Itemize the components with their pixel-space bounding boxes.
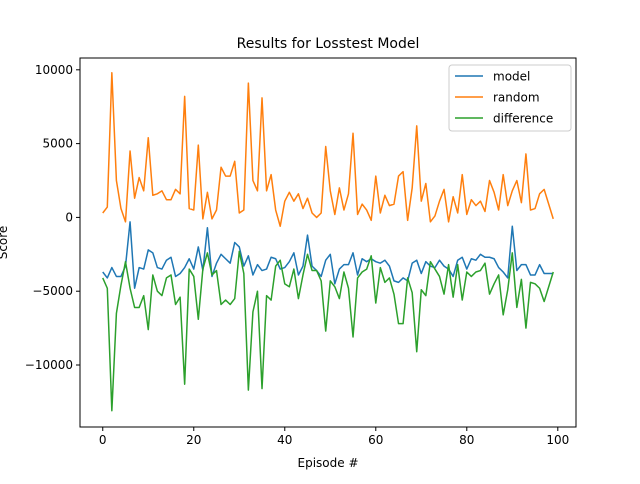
y-tick-label: 5000 [42,137,73,151]
series-line-model [102,221,554,290]
legend-label-model: model [493,70,530,84]
series-line-random [102,72,554,228]
x-tick-label: 20 [186,433,201,447]
legend: model random difference [448,64,572,132]
axes-frame [79,57,577,428]
y-axis-label: Score [0,226,10,260]
x-tick-label: 60 [368,433,383,447]
legend-box [448,64,572,132]
x-tick-label: 40 [277,433,292,447]
chart-title: Results for Losstest Model [237,36,420,52]
legend-label-difference: difference [493,112,553,126]
x-axis-ticks: 0 20 40 60 80 100 [99,427,569,447]
x-tick-label: 0 [99,433,107,447]
y-tick-label: 0 [65,210,73,224]
y-tick-label: −5000 [32,284,73,298]
y-tick-label: 10000 [35,63,73,77]
series-line-difference [102,250,554,412]
x-tick-label: 100 [546,433,569,447]
x-tick-label: 80 [459,433,474,447]
series-layer [102,72,554,412]
legend-label-random: random [493,91,540,105]
x-axis-label: Episode # [298,456,359,470]
y-axis-ticks: −10000 −5000 0 5000 10000 [25,63,80,372]
y-tick-label: −10000 [25,358,73,372]
